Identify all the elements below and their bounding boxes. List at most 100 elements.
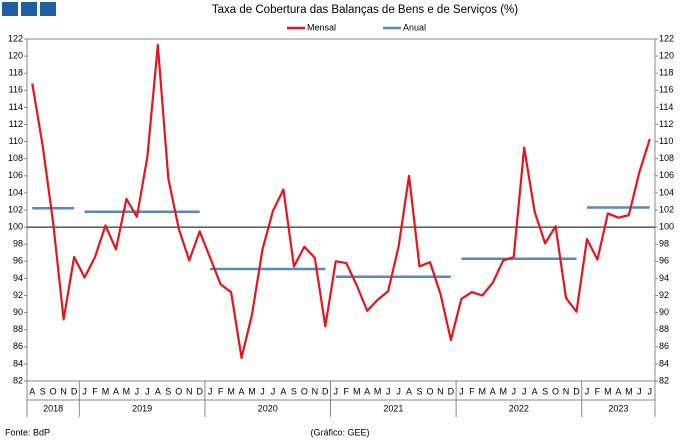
y-tick-label: 86: [13, 341, 23, 351]
x-tick-label: S: [165, 386, 171, 396]
x-tick-label: J: [145, 386, 150, 396]
x-tick-label: M: [499, 386, 507, 396]
x-tick-label: M: [123, 386, 131, 396]
x-tick-label: D: [322, 386, 329, 396]
y-tick-label: 106: [8, 170, 23, 180]
y2-tick-label: 102: [659, 204, 674, 214]
y-tick-label: 82: [13, 375, 23, 385]
x-tick-label: F: [595, 386, 601, 396]
x-tick-label: S: [291, 386, 297, 396]
x-tick-label: S: [416, 386, 422, 396]
x-tick-label: F: [92, 386, 98, 396]
y-tick-label: 122: [8, 33, 23, 43]
y2-tick-label: 88: [659, 324, 669, 334]
y2-tick-label: 116: [659, 85, 673, 95]
y-tick-label: 102: [8, 204, 23, 214]
y-tick-label: 108: [8, 153, 23, 163]
y-tick-label: 110: [9, 136, 23, 146]
x-tick-label: M: [374, 386, 382, 396]
y-tick-label: 88: [13, 324, 23, 334]
x-tick-label: M: [353, 386, 361, 396]
x-tick-label: O: [426, 386, 433, 396]
x-tick-label: M: [102, 386, 110, 396]
source: Fonte: BdP: [5, 427, 50, 437]
x-tick-label: M: [604, 386, 612, 396]
x-tick-label: J: [637, 386, 642, 396]
x-tick-label: A: [155, 386, 161, 396]
y2-tick-label: 106: [659, 170, 674, 180]
logo-square: [2, 2, 18, 16]
y2-tick-label: 90: [659, 307, 669, 317]
x-tick-label: J: [334, 386, 339, 396]
x-tick-label: O: [552, 386, 559, 396]
x-tick-label: A: [615, 386, 621, 396]
legend-label: Mensal: [307, 22, 336, 32]
x-tick-label: O: [50, 386, 57, 396]
x-tick-label: A: [280, 386, 286, 396]
y-tick-label: 94: [13, 273, 23, 283]
x-tick-label: M: [227, 386, 235, 396]
y2-tick-label: 122: [659, 33, 674, 43]
y2-tick-label: 120: [659, 50, 674, 60]
x-tick-label: A: [113, 386, 119, 396]
legend-label: Anual: [403, 22, 426, 32]
x-tick-label: M: [479, 386, 487, 396]
x-tick-label: D: [196, 386, 203, 396]
y-tick-label: 100: [8, 221, 23, 231]
x-tick-label: N: [563, 386, 570, 396]
x-tick-label: A: [364, 386, 370, 396]
x-tick-label: N: [60, 386, 67, 396]
y2-tick-label: 96: [659, 256, 669, 266]
y2-tick-label: 110: [659, 136, 673, 146]
x-tick-label: J: [135, 386, 140, 396]
y2-tick-label: 114: [659, 102, 673, 112]
x-tick-label: F: [343, 386, 349, 396]
x-tick-label: A: [532, 386, 538, 396]
x-tick-label: J: [260, 386, 265, 396]
logo-square: [21, 2, 37, 16]
y2-tick-label: 92: [659, 290, 669, 300]
y-tick-label: 84: [13, 358, 23, 368]
y2-tick-label: 86: [659, 341, 669, 351]
x-tick-label: O: [175, 386, 182, 396]
year-label: 2020: [258, 403, 278, 413]
x-tick-label: D: [573, 386, 580, 396]
x-tick-label: N: [437, 386, 444, 396]
x-tick-label: J: [386, 386, 391, 396]
x-tick-label: J: [585, 386, 590, 396]
y2-tick-label: 94: [659, 273, 669, 283]
x-tick-label: A: [29, 386, 35, 396]
plot-frame: [26, 38, 656, 382]
x-tick-label: A: [239, 386, 245, 396]
y-tick-label: 112: [9, 119, 23, 129]
x-tick-label: N: [186, 386, 193, 396]
x-tick-label: S: [542, 386, 548, 396]
y-tick-label: 90: [13, 307, 23, 317]
y-tick-label: 118: [9, 68, 23, 78]
x-tick-label: F: [218, 386, 224, 396]
x-tick-label: M: [625, 386, 633, 396]
x-tick-label: A: [490, 386, 496, 396]
year-label: 2021: [383, 403, 403, 413]
year-label: 2019: [132, 403, 152, 413]
y-tick-label: 96: [13, 256, 23, 266]
x-tick-label: D: [71, 386, 78, 396]
y-tick-label: 116: [9, 85, 23, 95]
year-label: 2018: [43, 403, 63, 413]
monthly-line: [31, 43, 651, 360]
x-tick-label: J: [82, 386, 87, 396]
x-tick-label: J: [271, 386, 276, 396]
credit: (Gráfico: GEE): [310, 427, 369, 437]
y-tick-label: 104: [8, 187, 23, 197]
y2-tick-label: 108: [659, 153, 674, 163]
y2-tick-label: 118: [659, 68, 673, 78]
chart-title: Taxa de Cobertura das Balanças de Bens e…: [212, 4, 518, 16]
y2-tick-label: 104: [659, 187, 674, 197]
x-tick-label: N: [312, 386, 319, 396]
y-tick-label: 98: [13, 239, 23, 249]
y2-tick-label: 82: [659, 375, 669, 385]
y2-tick-label: 100: [659, 221, 674, 231]
x-tick-label: S: [40, 386, 46, 396]
x-tick-label: J: [511, 386, 516, 396]
